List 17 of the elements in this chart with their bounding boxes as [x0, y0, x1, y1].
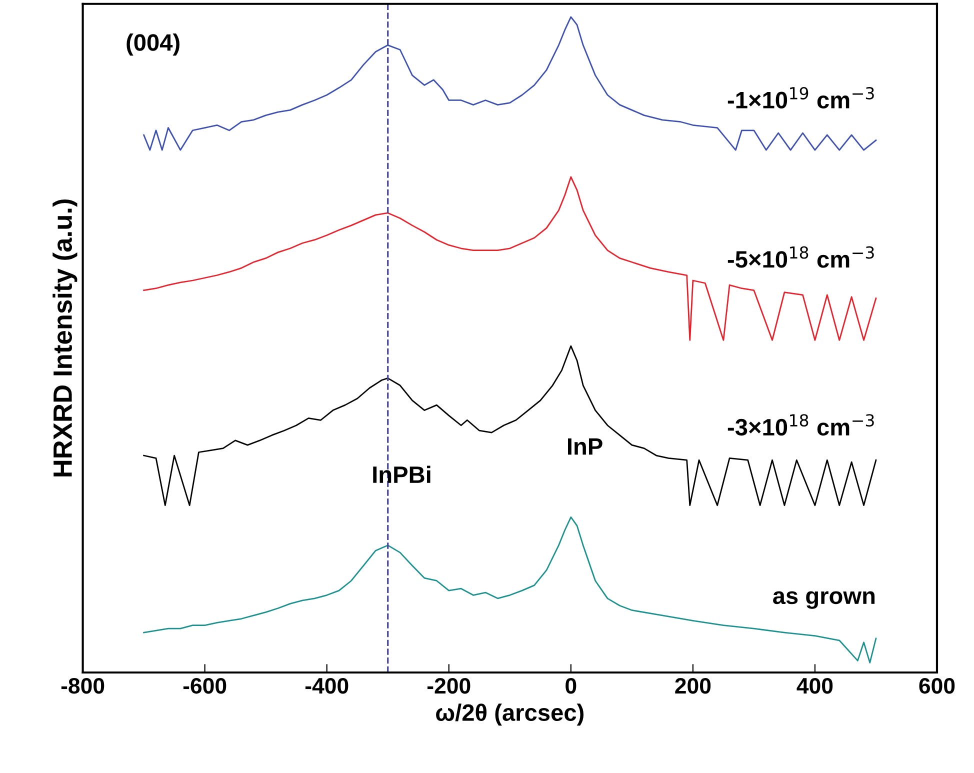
series-label: -1×10$^{19}$ cm$^{−3}$	[728, 86, 874, 108]
y-axis-title: HRXRD Intensity (a.u.)	[52, 199, 78, 476]
annotation: InPBi	[373, 466, 430, 483]
x-tick-label: 400	[796, 678, 833, 694]
series-label: as grown	[773, 591, 875, 609]
x-tick-label: -400	[305, 678, 348, 694]
x-tick-label: -600	[183, 678, 226, 694]
x-tick-label: 0	[566, 678, 576, 694]
series-label: -3×10$^{18}$ cm$^{−3}$	[728, 414, 874, 436]
x-tick-label: 600	[919, 678, 955, 694]
x-tick-label: -800	[61, 678, 104, 694]
annotation: (004)	[126, 34, 180, 56]
series-label: -5×10$^{18}$ cm$^{−3}$	[728, 246, 874, 268]
x-tick-label: 200	[675, 678, 711, 694]
annotation: InP	[568, 438, 602, 455]
x-tick-label: -200	[428, 678, 470, 694]
x-axis-title: ω/2θ (arcsec)	[436, 704, 584, 726]
